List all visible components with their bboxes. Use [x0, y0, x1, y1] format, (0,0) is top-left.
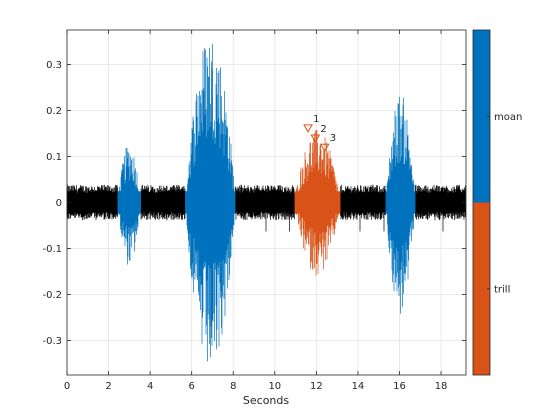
peak-marker-label-2: 2 — [320, 124, 326, 135]
x-axis-label: Seconds — [243, 394, 289, 407]
y-tick-label: 0.3 — [46, 60, 62, 71]
x-tick-label: 10 — [268, 381, 281, 392]
x-tick-label: 6 — [189, 381, 195, 392]
x-tick-label: 4 — [147, 381, 153, 392]
y-tick-label: -0.1 — [42, 244, 62, 255]
peak-marker-label-1: 1 — [313, 114, 319, 125]
peak-marker-2 — [310, 134, 321, 144]
colorbar-segment-moan — [473, 30, 490, 203]
x-tick-label: 12 — [310, 381, 323, 392]
colorbar-box — [472, 29, 491, 376]
colorbar-label-moan: moan — [494, 112, 522, 123]
colorbar-segment-trill — [473, 202, 490, 375]
x-tick-label: 2 — [105, 381, 111, 392]
peak-marker-1 — [303, 124, 313, 133]
x-tick-label: 18 — [435, 381, 448, 392]
y-tick-label: 0 — [56, 198, 62, 209]
x-tick-label: 16 — [393, 381, 406, 392]
x-tick-label: 0 — [64, 381, 70, 392]
x-tick-label: 14 — [352, 381, 365, 392]
colorbar-label-trill: trill — [494, 284, 510, 295]
waveform-moan-segments — [117, 44, 416, 362]
y-tick-label: -0.3 — [42, 336, 62, 347]
waveform-trill-segment — [294, 130, 341, 276]
y-tick-label: 0.2 — [46, 106, 62, 117]
y-tick-label: -0.2 — [42, 290, 62, 301]
y-tick-label: 0.1 — [46, 152, 62, 163]
peak-marker-label-3: 3 — [330, 133, 336, 144]
x-tick-label: 8 — [230, 381, 236, 392]
peak-marker-3 — [319, 143, 330, 153]
